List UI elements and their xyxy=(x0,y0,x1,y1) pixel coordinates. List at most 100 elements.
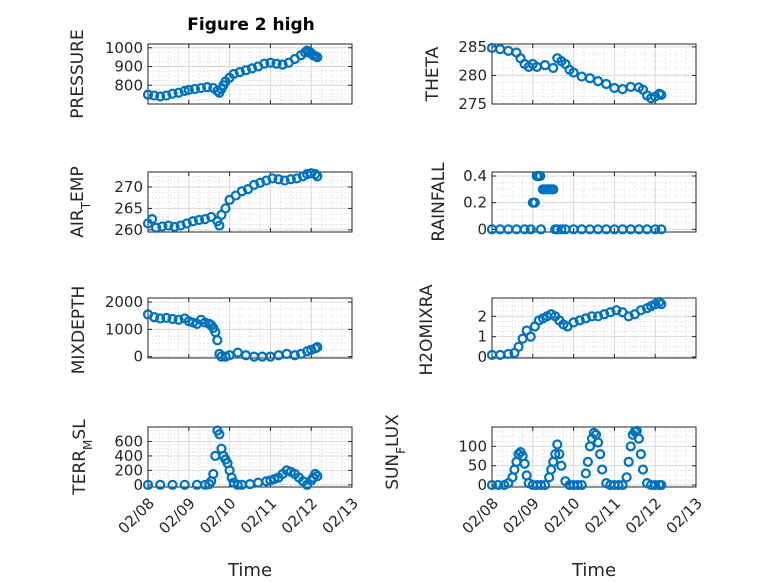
data-point xyxy=(155,313,166,324)
data-point xyxy=(212,335,223,346)
data-point xyxy=(277,59,288,70)
data-point xyxy=(312,52,323,63)
data-point xyxy=(149,90,160,101)
data-point xyxy=(535,170,546,182)
data-point xyxy=(228,68,239,80)
data-point xyxy=(226,472,237,483)
data-point xyxy=(625,441,636,452)
y-tick-label: 1 xyxy=(477,328,487,346)
data-point xyxy=(519,458,530,469)
data-point xyxy=(193,214,205,226)
data-point xyxy=(572,479,583,491)
data-point xyxy=(236,186,247,197)
data-point xyxy=(179,479,190,490)
y-axis-label: PRESSURE xyxy=(68,29,88,118)
data-point xyxy=(592,437,604,448)
data-point xyxy=(246,63,258,74)
data-point xyxy=(529,197,540,208)
chart-title: Figure 2 high xyxy=(187,15,315,35)
data-point xyxy=(568,317,579,328)
y-tick-label: 100 xyxy=(458,437,487,455)
y-tick-label: 0 xyxy=(133,348,143,366)
data-point xyxy=(650,479,661,491)
y-tick-label: 800 xyxy=(114,76,143,94)
data-point xyxy=(650,224,661,235)
data-point xyxy=(595,448,606,460)
axes-frame xyxy=(147,43,353,105)
data-point xyxy=(200,214,211,225)
x-tick-label: 02/09 xyxy=(155,494,198,537)
data-point xyxy=(535,224,547,235)
data-point xyxy=(611,305,622,316)
data-point xyxy=(149,311,160,323)
data-point xyxy=(189,83,201,95)
data-point xyxy=(550,448,561,460)
data-point xyxy=(623,311,634,322)
data-point xyxy=(617,479,628,491)
x-axis-label: Time xyxy=(571,560,616,581)
data-point xyxy=(597,464,608,475)
data-point xyxy=(548,62,559,74)
x-tick-label: 02/12 xyxy=(278,494,321,537)
data-point xyxy=(146,214,158,225)
data-point xyxy=(539,479,551,491)
y-tick-label: 0 xyxy=(133,476,143,494)
data-point xyxy=(169,221,180,232)
data-point xyxy=(214,429,225,440)
y-axis-label: AIRTEMP xyxy=(68,166,93,237)
y-tick-label: 2 xyxy=(477,307,487,325)
data-point xyxy=(656,224,667,235)
data-point xyxy=(248,179,260,190)
data-point xyxy=(556,460,567,471)
y-tick-label: 0 xyxy=(477,348,487,366)
data-point xyxy=(187,216,198,227)
data-point xyxy=(273,174,284,185)
x-tick-label: 02/08 xyxy=(459,494,502,537)
data-point xyxy=(312,471,323,482)
data-point xyxy=(202,82,213,93)
data-point xyxy=(568,67,579,78)
data-point xyxy=(599,309,610,320)
data-point xyxy=(291,173,303,184)
data-point xyxy=(161,312,172,324)
x-tick-label: 02/12 xyxy=(622,494,665,537)
data-point xyxy=(259,58,270,69)
y-axis-label: TERRMSL xyxy=(70,419,95,496)
data-point xyxy=(310,169,321,180)
subplot-h2omixra: 0 1 2 H2OMIXRA xyxy=(417,284,697,376)
data-point xyxy=(195,82,207,94)
data-point xyxy=(285,174,296,185)
data-point xyxy=(267,173,278,184)
data-point xyxy=(554,448,565,460)
data-point xyxy=(586,311,598,322)
y-tick-label: 0 xyxy=(477,476,487,494)
data-point xyxy=(580,313,591,324)
data-point xyxy=(623,456,634,467)
data-point xyxy=(255,177,266,188)
y-tick-label: 50 xyxy=(468,457,487,475)
axes-frame xyxy=(491,426,697,488)
data-point xyxy=(519,224,530,235)
data-point xyxy=(234,67,245,78)
data-point xyxy=(157,221,168,232)
data-point xyxy=(161,90,172,101)
axes-frame xyxy=(491,297,697,359)
data-point xyxy=(576,479,587,491)
data-point xyxy=(142,89,154,100)
data-point xyxy=(556,224,567,235)
y-tick-label: 275 xyxy=(458,95,487,113)
data-point xyxy=(289,350,300,361)
data-point xyxy=(637,464,649,475)
data-point xyxy=(265,57,276,68)
x-tick-label: 02/10 xyxy=(196,494,239,537)
data-point xyxy=(179,85,190,96)
data-point xyxy=(633,433,644,444)
data-point xyxy=(656,479,667,491)
y-tick-label: 0.2 xyxy=(463,194,487,212)
data-point xyxy=(183,84,194,96)
y-tick-label: 400 xyxy=(114,447,143,465)
data-point xyxy=(240,65,252,76)
